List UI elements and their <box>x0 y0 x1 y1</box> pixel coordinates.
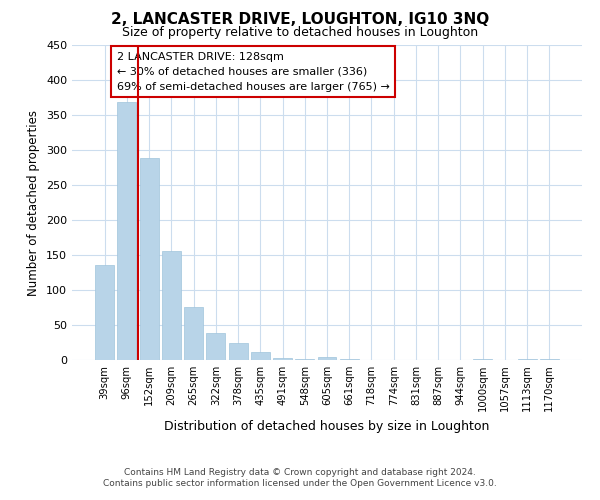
Text: 2, LANCASTER DRIVE, LOUGHTON, IG10 3NQ: 2, LANCASTER DRIVE, LOUGHTON, IG10 3NQ <box>111 12 489 28</box>
Bar <box>140 158 158 360</box>
Bar <box>473 358 492 360</box>
Bar <box>273 358 292 360</box>
Text: Contains HM Land Registry data © Crown copyright and database right 2024.
Contai: Contains HM Land Registry data © Crown c… <box>103 468 497 487</box>
Bar <box>317 356 337 360</box>
Bar <box>95 265 114 360</box>
Bar <box>118 102 136 360</box>
Bar <box>229 342 248 360</box>
Text: Size of property relative to detached houses in Loughton: Size of property relative to detached ho… <box>122 26 478 39</box>
X-axis label: Distribution of detached houses by size in Loughton: Distribution of detached houses by size … <box>164 420 490 433</box>
Bar <box>251 352 270 360</box>
Bar <box>206 334 225 360</box>
Text: 2 LANCASTER DRIVE: 128sqm
← 30% of detached houses are smaller (336)
69% of semi: 2 LANCASTER DRIVE: 128sqm ← 30% of detac… <box>117 52 390 92</box>
Bar <box>162 251 181 360</box>
Bar <box>184 307 203 360</box>
Y-axis label: Number of detached properties: Number of detached properties <box>28 110 40 296</box>
